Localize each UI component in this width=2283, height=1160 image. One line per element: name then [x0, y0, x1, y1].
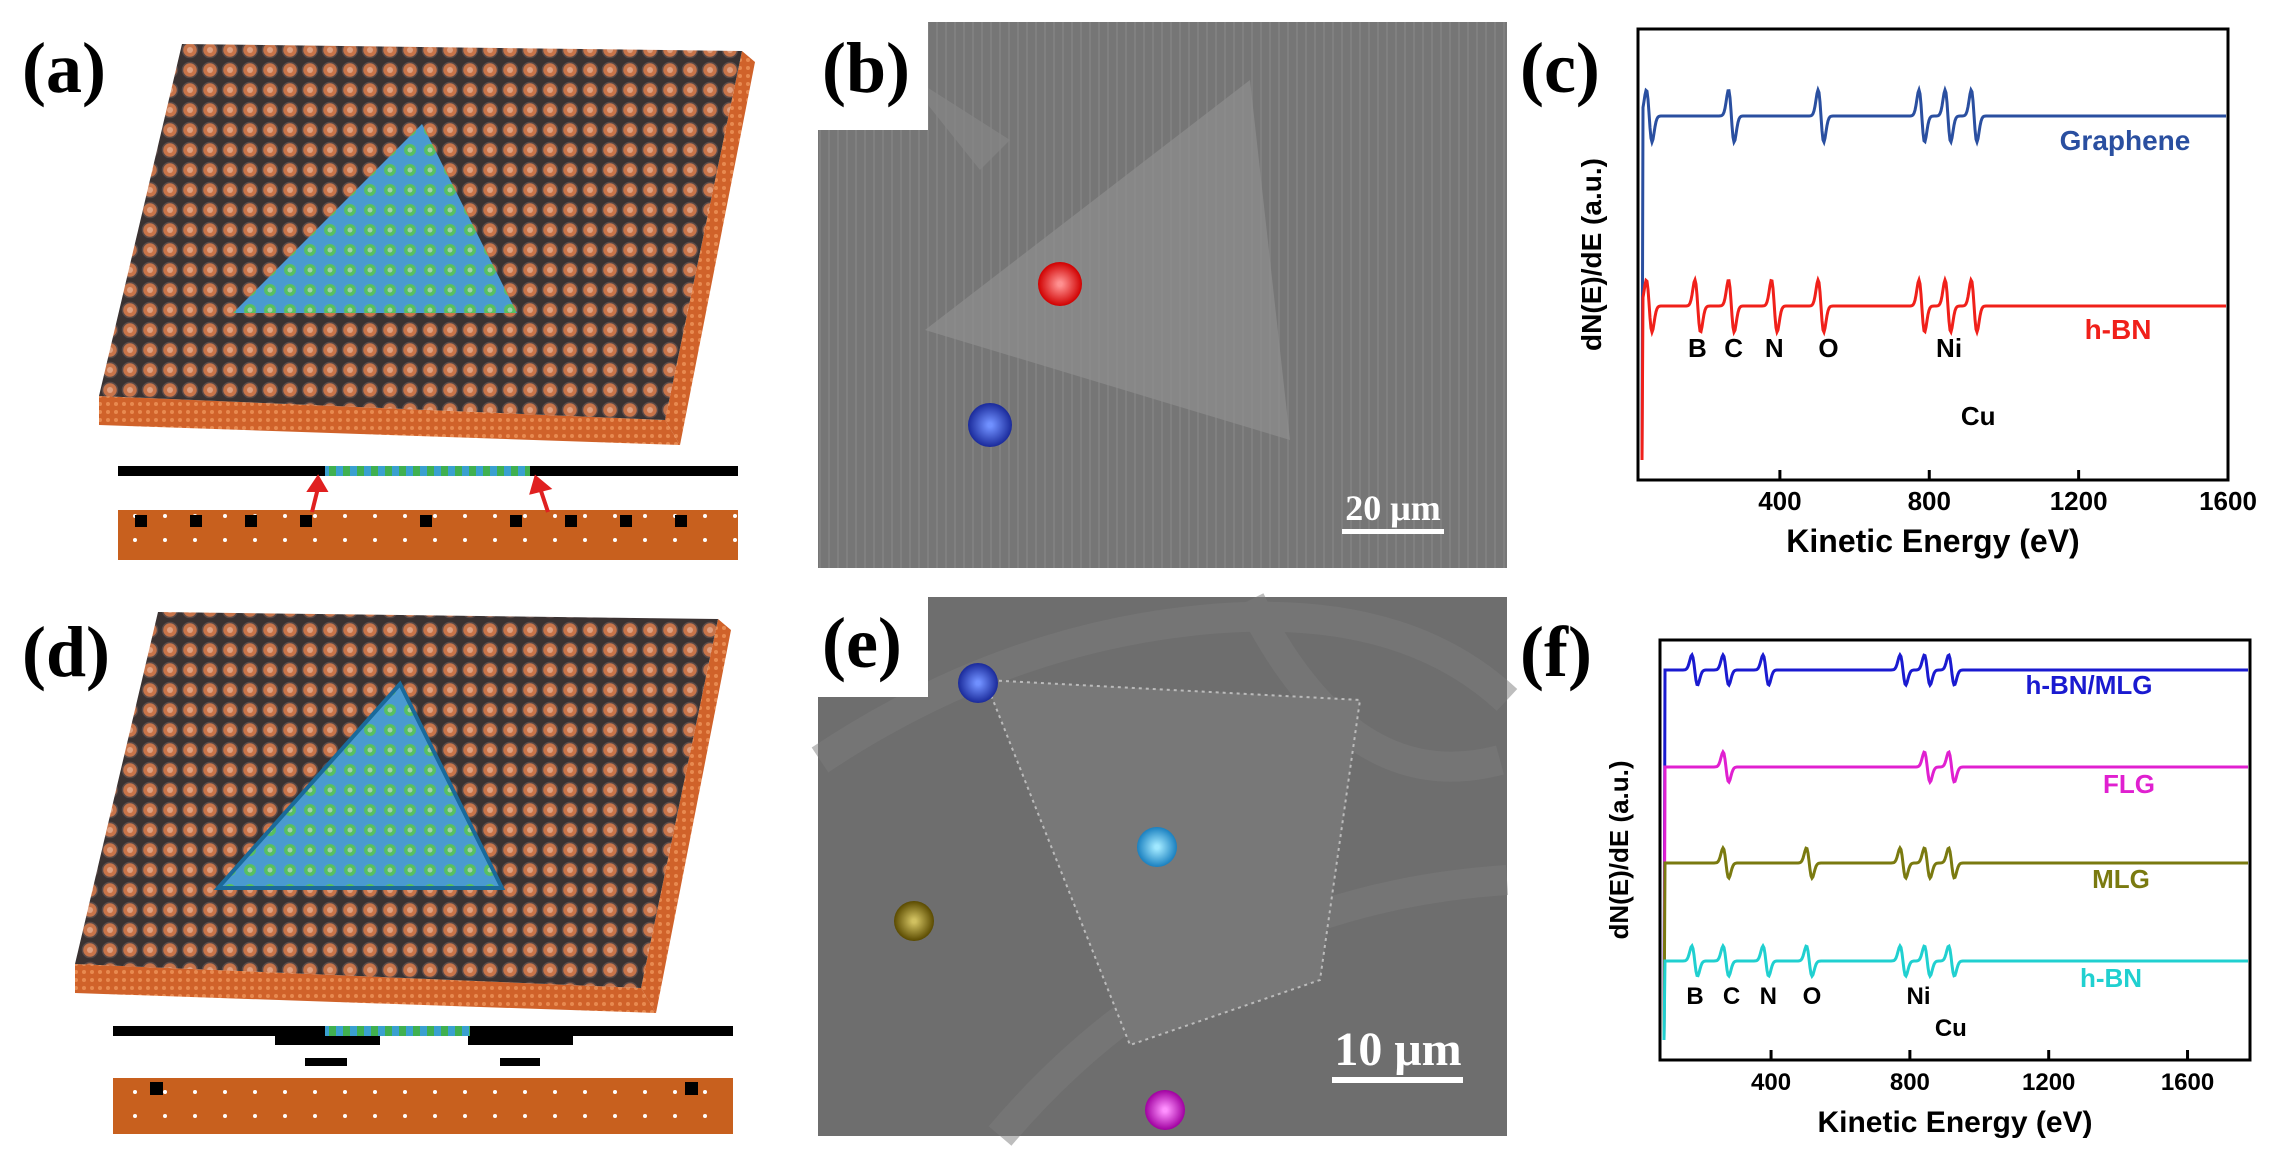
sem-image-b	[818, 22, 1507, 568]
scale-bar-label: 20 μm	[1345, 488, 1440, 528]
y-axis-label: dN(E)/dE (a.u.)	[1604, 760, 1634, 939]
x-tick-label: 400	[1751, 1069, 1791, 1096]
x-tick-label: 1600	[2161, 1069, 2214, 1096]
panel-label: (b)	[822, 28, 910, 108]
series-label: FLG	[2103, 769, 2155, 799]
x-tick-label: 1200	[2022, 1069, 2075, 1096]
x-tick-label: 1200	[2050, 486, 2108, 516]
spectrum	[1640, 84, 2226, 461]
schematic-d	[75, 612, 733, 1134]
peak-label: Cu	[1935, 1015, 1967, 1042]
spectrum	[1662, 651, 2248, 1041]
plot-frame	[1658, 638, 2252, 1062]
x-tick-label: 800	[1890, 1069, 1930, 1096]
plot-frame	[1636, 27, 2230, 482]
panel-label: (c)	[1520, 28, 1600, 108]
spectrum	[1662, 748, 2248, 1041]
series-label: MLG	[2092, 864, 2150, 894]
x-axis-label: Kinetic Energy (eV)	[1786, 523, 2079, 559]
peak-label: Ni	[1907, 983, 1931, 1010]
peak-label: Cu	[1961, 401, 1996, 431]
spectrum	[1662, 942, 2248, 1041]
sem-image-e	[811, 593, 1518, 1146]
peak-label: B	[1686, 983, 1703, 1010]
peak-label: Ni	[1936, 333, 1962, 363]
x-tick-label: 800	[1908, 486, 1951, 516]
x-tick-label: 400	[1758, 486, 1801, 516]
peak-label: N	[1765, 333, 1784, 363]
panel-label: (f)	[1520, 612, 1592, 692]
peak-label: C	[1724, 333, 1743, 363]
panel-label: (a)	[22, 28, 106, 108]
y-axis-label: dN(E)/dE (a.u.)	[1576, 158, 1607, 351]
peak-label: O	[1818, 333, 1838, 363]
series-label: h-BN	[2085, 314, 2152, 345]
spectrum	[1662, 844, 2248, 1041]
x-axis-label: Kinetic Energy (eV)	[1817, 1106, 2092, 1139]
x-tick-label: 1600	[2199, 486, 2257, 516]
panel-label: (e)	[822, 603, 902, 683]
series-label: h-BN	[2080, 963, 2142, 993]
schematic-a	[99, 44, 755, 560]
panel-label: (d)	[22, 612, 110, 692]
series-label: h-BN/MLG	[2025, 670, 2152, 700]
peak-label: B	[1688, 333, 1707, 363]
spectrum	[1640, 274, 2226, 461]
peak-label: N	[1760, 983, 1777, 1010]
peak-label: O	[1803, 983, 1822, 1010]
peak-label: C	[1723, 983, 1740, 1010]
series-label: Graphene	[2060, 125, 2191, 156]
scale-bar-label: 10 μm	[1334, 1023, 1461, 1076]
